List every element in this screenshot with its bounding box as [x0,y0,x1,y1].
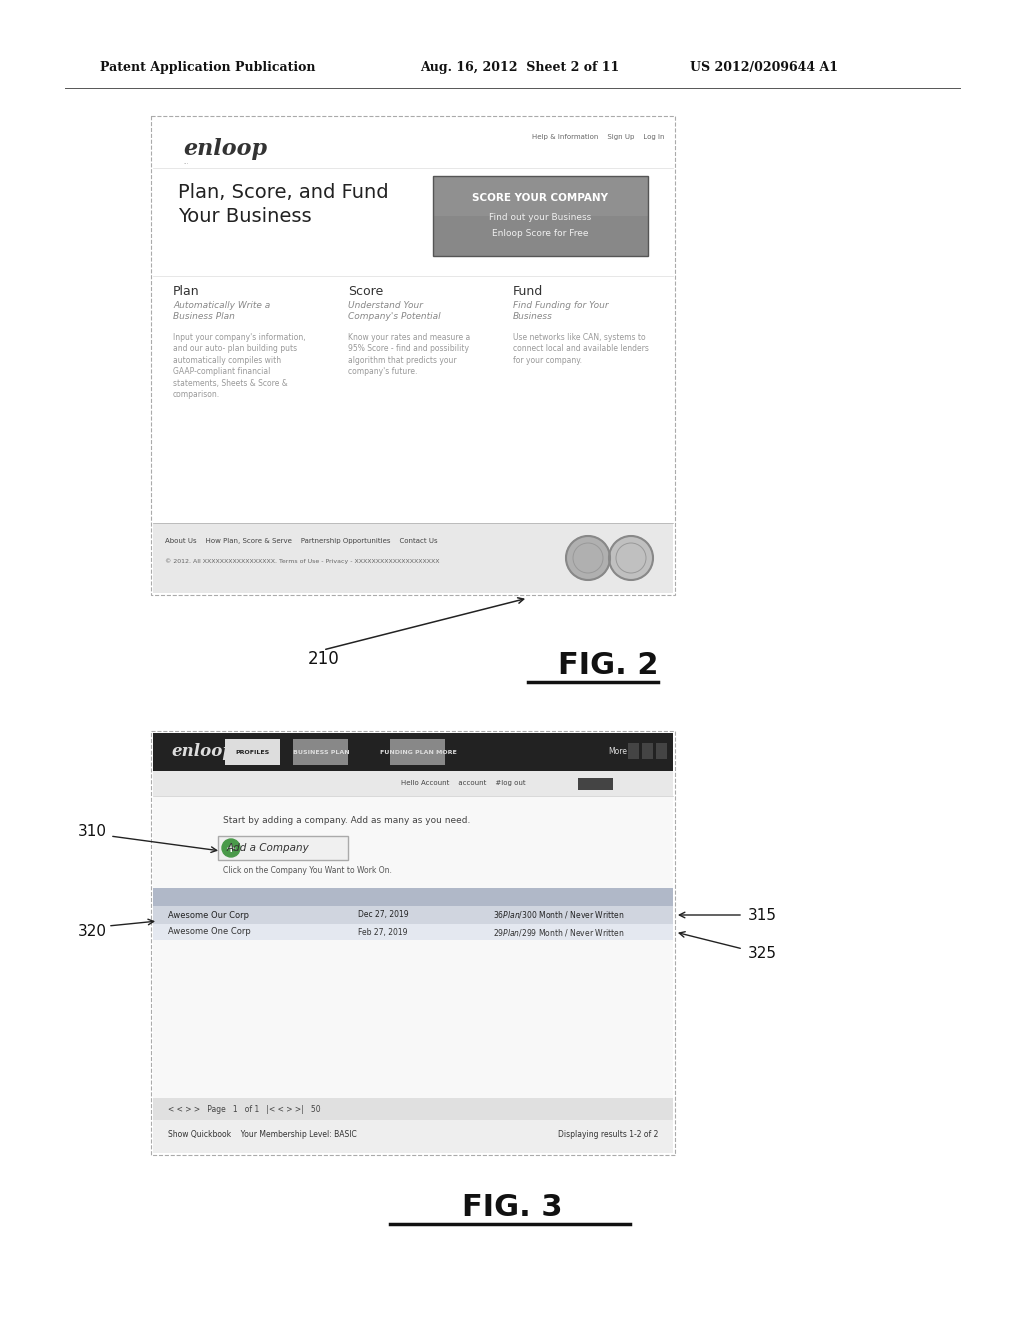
Bar [225,739,280,766]
Text: Understand Your
Company's Potential: Understand Your Company's Potential [348,301,440,321]
Text: 325: 325 [748,946,777,961]
Bar [433,176,648,216]
Text: SCORE YOUR COMPANY: SCORE YOUR COMPANY [472,193,608,203]
Text: Automatically Write a
Business Plan: Automatically Write a Business Plan [173,301,270,321]
Text: More: More [608,747,628,756]
Bar [153,924,673,940]
Text: < < > >   Page   1   of 1   |< < > >|   50: < < > > Page 1 of 1 |< < > >| 50 [168,1105,321,1114]
Text: $36 Plan / $300 Month / Never Written: $36 Plan / $300 Month / Never Written [493,909,625,920]
Circle shape [222,840,240,857]
Text: Fund: Fund [513,285,544,298]
Bar [153,733,673,1152]
Bar [218,836,348,861]
Bar [293,739,348,766]
Text: Add a Company: Add a Company [226,843,309,853]
Text: Show Quickbook    Your Membership Level: BASIC: Show Quickbook Your Membership Level: BA… [168,1130,356,1139]
Text: FUNDING PLAN MORE: FUNDING PLAN MORE [380,750,457,755]
Text: Start by adding a company. Add as many as you need.: Start by adding a company. Add as many a… [223,816,470,825]
Text: Know your rates and measure a
95% Score - find and possibility
algorithm that pr: Know your rates and measure a 95% Score … [348,333,470,376]
Text: FIG. 2: FIG. 2 [557,652,658,681]
Bar [151,116,675,595]
Text: Plan, Score, and Fund
Your Business: Plan, Score, and Fund Your Business [178,183,389,226]
Bar [153,523,673,593]
Text: Awesome Our Corp: Awesome Our Corp [168,911,249,920]
Text: ...: ... [183,160,188,165]
Bar [151,731,675,1155]
Text: 310: 310 [78,824,106,838]
Text: About Us    How Plan, Score & Serve    Partnership Opportunities    Contact Us: About Us How Plan, Score & Serve Partner… [165,539,437,544]
Text: Find out your Business: Find out your Business [489,214,592,223]
Text: PROFILES: PROFILES [236,750,270,755]
Text: Input your company's information,
and our auto- plan building puts
automatically: Input your company's information, and ou… [173,333,305,399]
Text: enloop: enloop [171,743,234,760]
Bar [642,743,653,759]
Text: Score: Score [348,285,383,298]
Text: +: + [225,842,237,854]
Text: Enloop Score for Free: Enloop Score for Free [493,228,589,238]
Text: Click on the Company You Want to Work On.: Click on the Company You Want to Work On… [223,866,392,875]
Text: $29 Plan / $299 Month / Never Written: $29 Plan / $299 Month / Never Written [493,927,625,937]
Bar [153,117,673,593]
Text: Plan: Plan [173,285,200,298]
Text: 315: 315 [748,908,777,923]
Text: US 2012/0209644 A1: US 2012/0209644 A1 [690,62,838,74]
Text: Feb 27, 2019: Feb 27, 2019 [358,928,408,936]
Bar [390,739,445,766]
Text: 320: 320 [78,924,106,939]
Text: Hello Account    account    #log out: Hello Account account #log out [400,780,525,785]
Text: Use networks like CAN, systems to
connect local and available lenders
for your c: Use networks like CAN, systems to connec… [513,333,649,364]
Text: enloop: enloop [183,139,267,160]
Text: Patent Application Publication: Patent Application Publication [100,62,315,74]
Bar [153,733,673,771]
Bar [433,176,648,256]
Text: BUSINESS PLAN: BUSINESS PLAN [293,750,349,755]
Bar [433,176,648,256]
Bar [578,777,613,789]
Text: Aug. 16, 2012  Sheet 2 of 11: Aug. 16, 2012 Sheet 2 of 11 [420,62,620,74]
Text: Dec 27, 2019: Dec 27, 2019 [358,911,409,920]
Circle shape [566,536,610,579]
Bar [153,1098,673,1119]
Bar [153,1119,673,1152]
Text: Find Funding for Your
Business: Find Funding for Your Business [513,301,608,321]
Text: Help & Information    Sign Up    Log In: Help & Information Sign Up Log In [532,135,665,140]
Bar [153,906,673,924]
Circle shape [609,536,653,579]
Bar [153,771,673,796]
Text: © 2012. All XXXXXXXXXXXXXXXXX. Terms of Use - Privacy - XXXXXXXXXXXXXXXXXXXX: © 2012. All XXXXXXXXXXXXXXXXX. Terms of … [165,558,439,564]
Bar [153,888,673,906]
Text: Displaying results 1-2 of 2: Displaying results 1-2 of 2 [558,1130,658,1139]
Text: 210: 210 [308,649,340,668]
Text: FIG. 3: FIG. 3 [462,1193,562,1222]
Text: Awesome One Corp: Awesome One Corp [168,928,251,936]
Bar [628,743,639,759]
Bar [656,743,667,759]
